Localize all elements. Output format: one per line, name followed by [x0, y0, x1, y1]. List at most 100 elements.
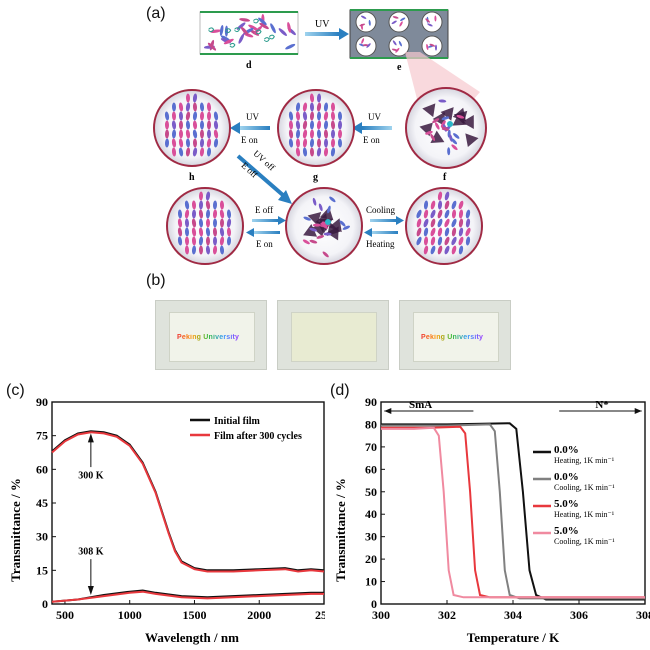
lc-molecule: [323, 129, 329, 139]
lc-molecule: [219, 218, 225, 228]
lc-molecule: [185, 111, 191, 121]
lc-molecule: [206, 102, 212, 112]
lc-molecule: [316, 147, 322, 157]
lc-molecule: [451, 138, 458, 145]
lc-molecule: [416, 236, 422, 246]
lc-molecule: [219, 200, 225, 210]
series-line: [51, 431, 325, 573]
lc-molecule: [164, 111, 170, 121]
lc-molecule: [205, 245, 211, 255]
lc-molecule: [437, 191, 443, 201]
y-tick-label: 90: [36, 395, 48, 409]
lc-molecule: [192, 138, 198, 148]
lc-molecule: [391, 48, 398, 52]
lc-molecule: [458, 200, 464, 210]
arrow-label-eon-2: E on: [241, 135, 258, 145]
lc-molecule: [219, 236, 225, 246]
lc-molecule: [288, 120, 294, 130]
legend-condition: Cooling, 1K min⁻¹: [554, 537, 615, 546]
annotation-arrowhead: [87, 433, 94, 443]
y-tick-label: 10: [365, 575, 377, 589]
lc-molecule: [192, 111, 198, 121]
lc-molecule: [444, 200, 450, 210]
lc-molecule: [164, 129, 170, 139]
chiral-dopant: [253, 18, 260, 24]
lc-molecule: [309, 93, 315, 103]
lc-molecule: [185, 120, 191, 130]
chart-d-xlabel: Temperature / K: [467, 630, 560, 645]
lc-molecule: [423, 236, 429, 246]
lc-molecule: [212, 227, 218, 237]
chart-c: Transmittance / % Wavelength / nm 0 15 30 4…: [8, 395, 325, 645]
lc-molecule: [318, 203, 323, 212]
lc-molecule: [458, 227, 464, 237]
y-tick-label: 20: [365, 552, 377, 566]
polymer-network: [440, 107, 454, 121]
lc-molecule: [337, 120, 343, 130]
lc-molecule: [444, 191, 450, 201]
lc-molecule: [177, 227, 183, 237]
lc-molecule: [400, 17, 406, 22]
lc-molecule: [309, 138, 315, 148]
legend-label: Initial film: [214, 416, 261, 427]
lc-molecule: [199, 147, 205, 157]
lc-molecule: [447, 147, 451, 156]
lc-molecule: [366, 43, 371, 48]
lc-molecule: [330, 102, 336, 112]
lc-molecule: [285, 43, 296, 50]
photo-transparent-state-1: Peking University: [155, 300, 267, 370]
lc-molecule: [465, 227, 471, 237]
lc-molecule: [192, 120, 198, 130]
lc-molecule: [219, 209, 225, 219]
lc-molecule: [337, 129, 343, 139]
lc-molecule: [185, 138, 191, 148]
lc-molecule: [226, 218, 232, 228]
lc-molecule: [434, 44, 437, 51]
lc-molecule: [198, 209, 204, 219]
lc-molecule: [451, 227, 457, 237]
lc-molecule: [288, 111, 294, 121]
lc-molecule: [360, 15, 367, 19]
lc-molecule: [178, 120, 184, 130]
lc-molecule: [295, 129, 301, 139]
cell-label-e: e: [397, 62, 402, 73]
lc-molecule: [432, 118, 440, 124]
series-line: [51, 589, 324, 603]
lc-molecule: [423, 245, 429, 255]
lc-molecule: [178, 102, 184, 112]
panel-label-d: (d): [330, 382, 350, 399]
lc-molecule: [295, 111, 301, 121]
phase-label-sma: SmA: [409, 399, 432, 411]
lc-molecule: [295, 120, 301, 130]
legend-label: 0.0%: [554, 444, 579, 456]
x-tick-label: 2000: [247, 608, 271, 622]
lc-molecule: [171, 138, 177, 148]
droplet: [421, 11, 443, 33]
cell-label-g: g: [313, 172, 318, 183]
lc-molecule: [423, 218, 429, 228]
lc-molecule: [185, 129, 191, 139]
lc-molecule: [213, 111, 219, 121]
x-tick-label: 302: [438, 608, 456, 622]
annotation-arrowhead: [87, 586, 94, 596]
legend-label: 0.0%: [554, 471, 579, 483]
lc-molecule: [199, 138, 205, 148]
photo-strip: Peking University Peking University: [155, 300, 511, 370]
lc-molecule: [444, 245, 450, 255]
annotation-308k: 308 K: [78, 547, 104, 558]
lc-molecule: [302, 111, 308, 121]
lc-molecule: [219, 24, 224, 36]
x-tick-label: 1500: [182, 608, 206, 622]
lc-molecule: [451, 209, 457, 219]
lc-molecule: [423, 200, 429, 210]
lc-molecule: [302, 102, 308, 112]
lc-molecule: [458, 236, 464, 246]
lc-molecule: [458, 245, 464, 255]
lc-molecule: [309, 111, 315, 121]
lc-molecule: [259, 22, 269, 30]
y-tick-label: 90: [365, 395, 377, 409]
lc-molecule: [321, 223, 328, 229]
lc-molecule: [206, 111, 212, 121]
lc-molecule: [458, 218, 464, 228]
lc-molecule: [295, 102, 301, 112]
